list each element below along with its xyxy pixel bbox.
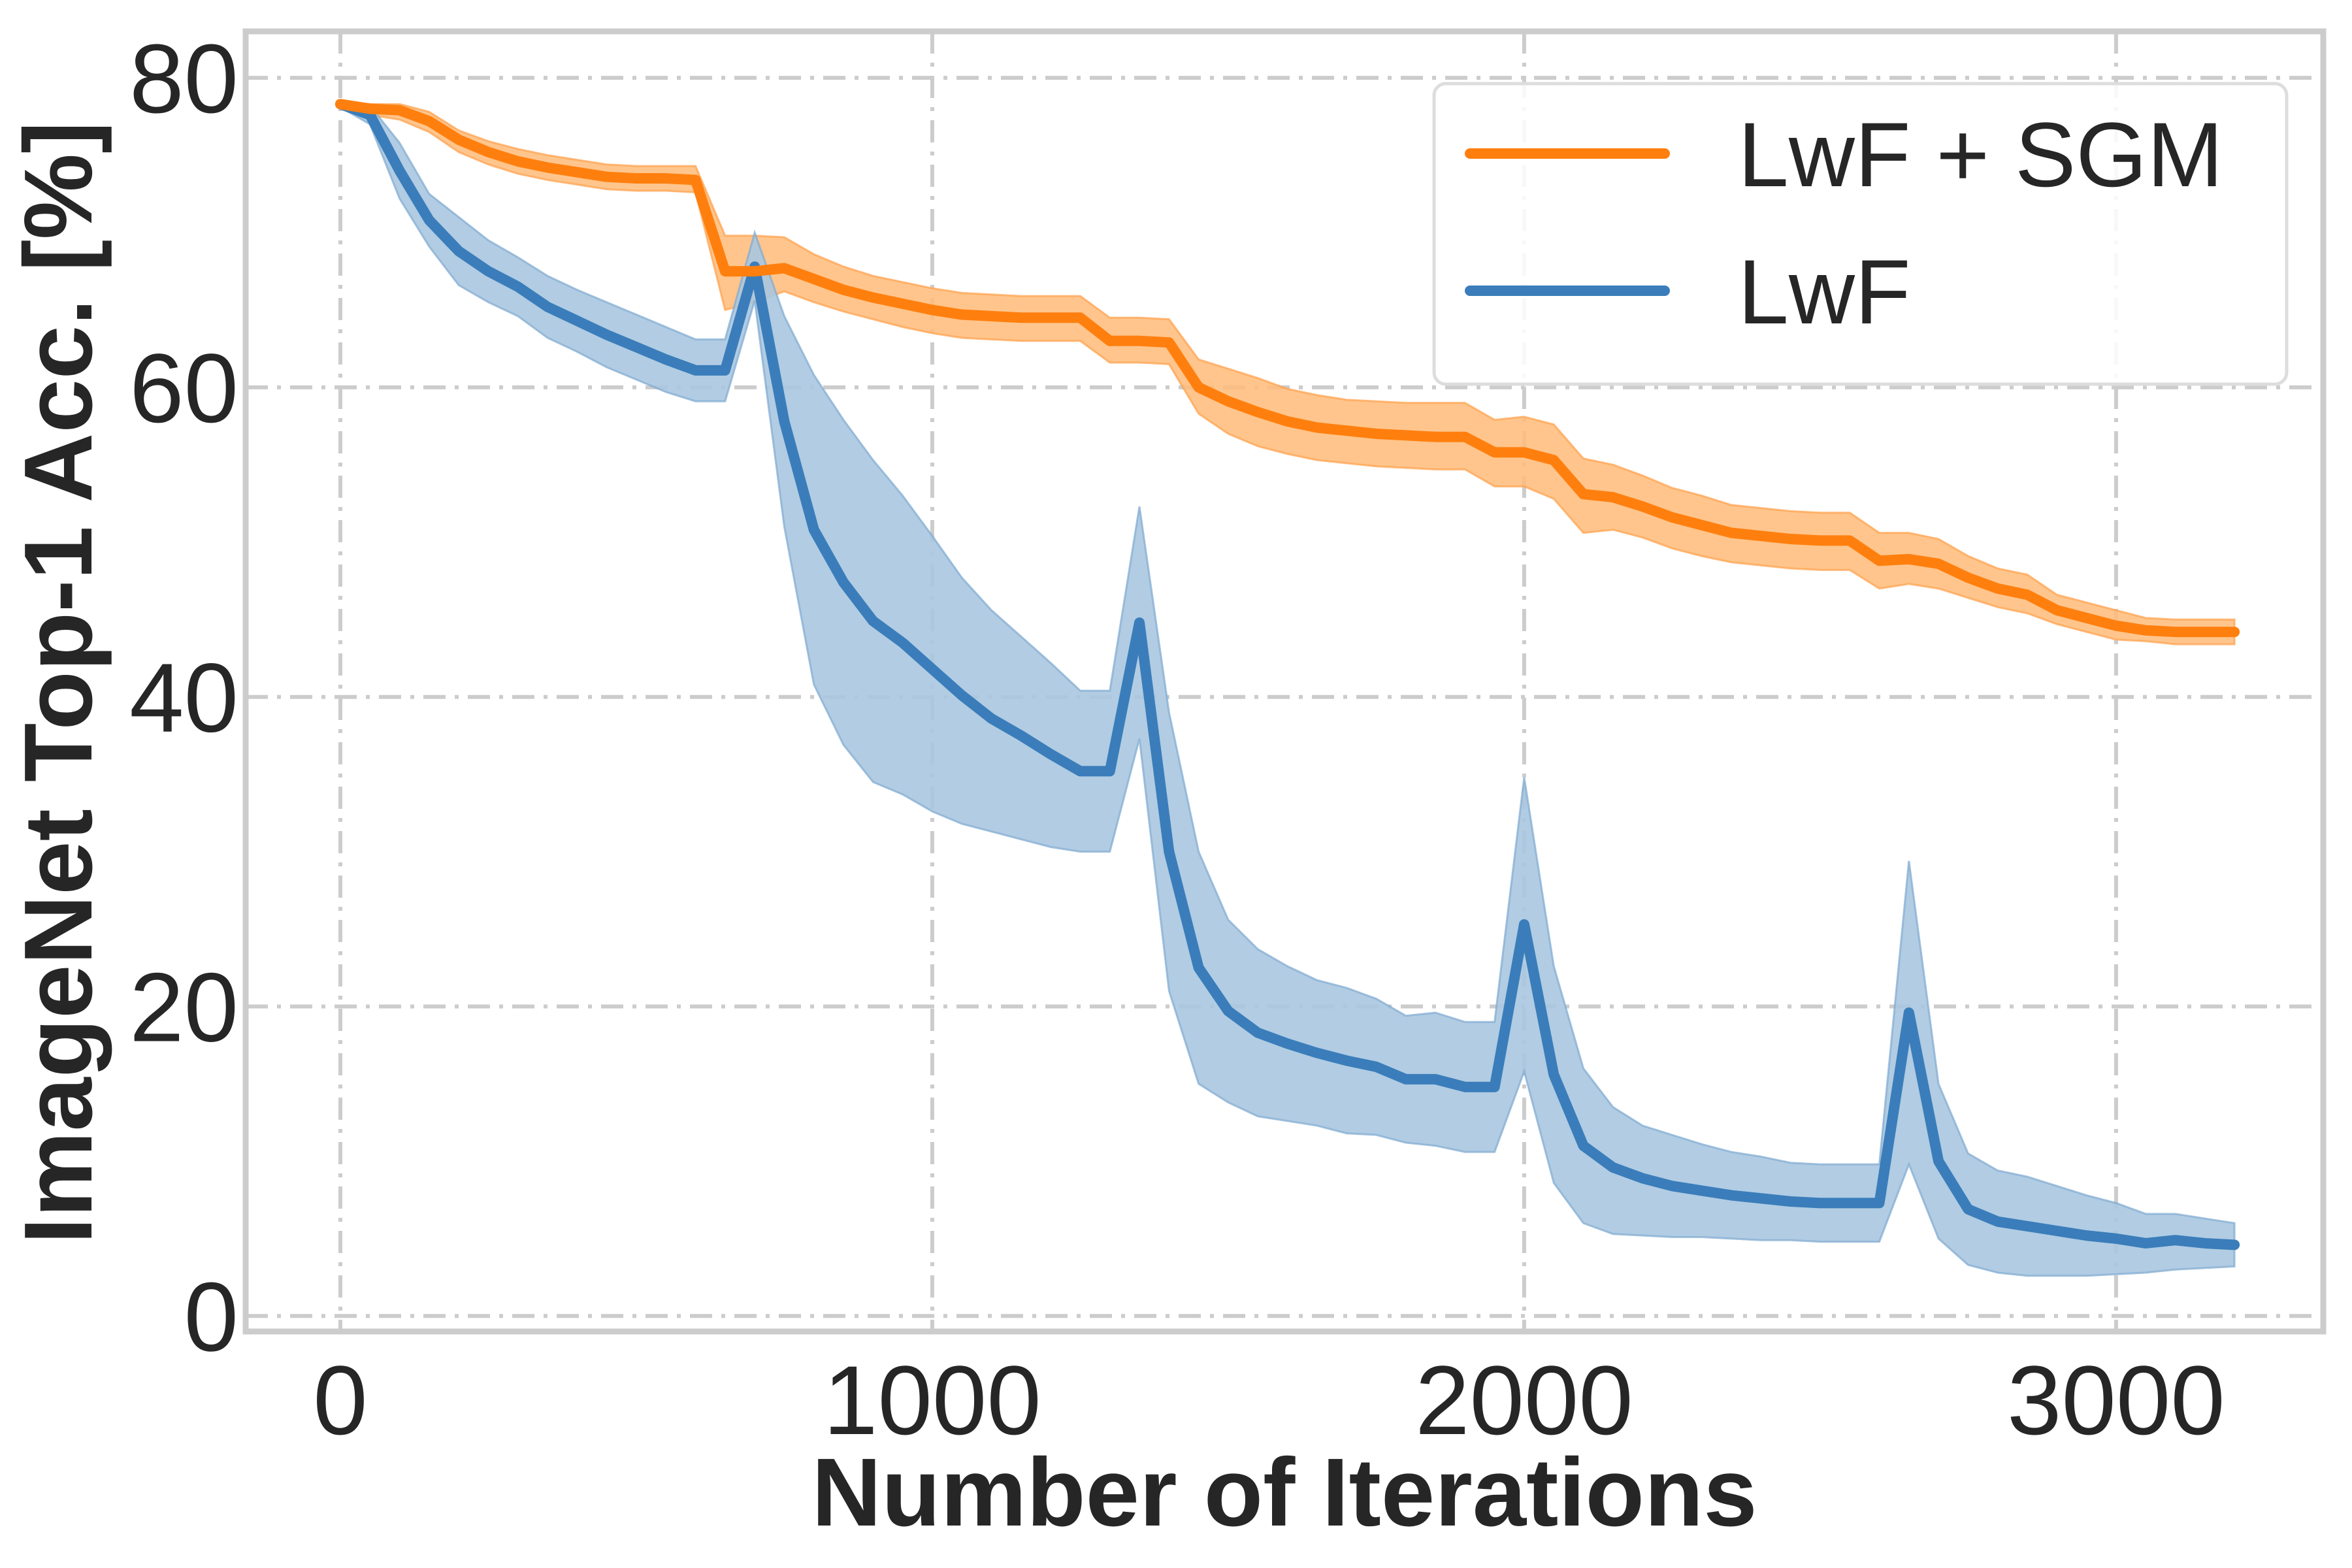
- confidence-bands: [339, 99, 2236, 1277]
- series-lines: [335, 99, 2240, 1250]
- x-tick-label-2: 2000: [1415, 1345, 1633, 1455]
- legend: LwF + SGM LwF: [1432, 82, 2289, 386]
- x-axis-title: Number of Iterations: [811, 1439, 1757, 1546]
- x-axis-ticks: 0 1000 2000 3000: [313, 1345, 2225, 1455]
- y-tick-label-0: 0: [184, 1262, 238, 1371]
- y-tick-label-2: 40: [129, 643, 238, 753]
- series-line-lwf-sgm: [335, 99, 2240, 638]
- confidence-band-lwf: [339, 99, 2236, 1277]
- series-line-lwf: [335, 99, 2240, 1250]
- legend-label-lwf-sgm: LwF + SGM: [1738, 103, 2223, 206]
- y-tick-label-4: 80: [129, 24, 238, 133]
- confidence-band-lwf-sgm: [339, 99, 2236, 645]
- y-axis-ticks: 0 20 40 60 80: [129, 24, 238, 1371]
- legend-label-lwf: LwF: [1738, 240, 1910, 343]
- plot-frame: [242, 28, 2327, 1335]
- x-tick-label-3: 3000: [2007, 1345, 2225, 1455]
- y-tick-label-1: 20: [129, 953, 238, 1062]
- y-tick-label-3: 60: [129, 333, 238, 443]
- y-axis-title: ImageNet Top-1 Acc. [%]: [5, 122, 112, 1245]
- x-tick-label-0: 0: [313, 1345, 367, 1455]
- x-tick-label-1: 1000: [823, 1345, 1041, 1455]
